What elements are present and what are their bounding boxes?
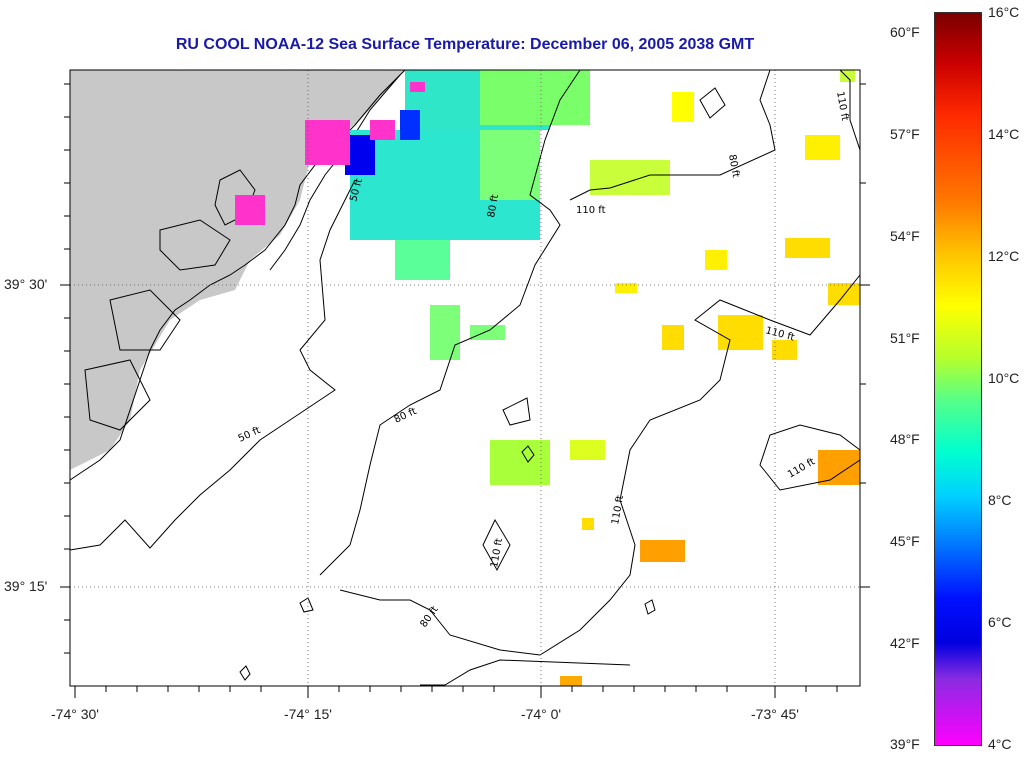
contour-label-80ft-d: 80 ft (726, 154, 741, 179)
contour-label-110ft-a: 110 ft (576, 205, 606, 216)
colorbar-c-12: 12°C (988, 248, 1020, 264)
map-frame (69, 69, 861, 687)
sst-cells (235, 70, 860, 686)
colorbar-f-54: 54°F (890, 228, 920, 244)
lon-label-73-45: -73° 45' (751, 706, 799, 722)
contour-label-110ft-f: 110 ft (834, 91, 850, 122)
graticule (70, 70, 860, 686)
colorbar-f-48: 48°F (890, 431, 920, 447)
map-title: RU COOL NOAA-12 Sea Surface Temperature:… (175, 36, 755, 53)
colorbar-c-8: 8°C (988, 492, 1012, 508)
contour-label-80ft-a: 80 ft (393, 406, 419, 426)
axis-ticks (60, 83, 870, 698)
contour-label-80ft-b: 80 ft (486, 194, 501, 219)
colorbar-f-45: 45°F (890, 533, 920, 549)
depth-contours (69, 69, 861, 686)
lon-label-74-30: -74° 30' (51, 706, 99, 722)
colorbar-f-51: 51°F (890, 330, 920, 346)
lon-label-74-00: -74° 0' (520, 706, 562, 722)
contour-label-80ft-c: 80 ft (418, 604, 440, 629)
lat-label-39-30: 39° 30' (4, 276, 48, 292)
colorbar-c-14: 14°C (988, 126, 1020, 142)
contour-label-110ft-d: 110 ft (489, 537, 505, 568)
colorbar-c-10: 10°C (988, 370, 1020, 386)
contour-label-110ft-c: 110 ft (610, 494, 626, 525)
colorbar-c-6: 6°C (988, 614, 1012, 630)
colorbar-f-39: 39°F (890, 736, 920, 752)
colorbar-f-42: 42°F (890, 635, 920, 651)
colorbar-c-16: 16°C (988, 4, 1020, 20)
lon-label-74-15: -74° 15' (284, 706, 332, 722)
colorbar-f-57: 57°F (890, 126, 920, 142)
contour-label-110ft-e: 110 ft (786, 456, 817, 480)
colorbar-c-4: 4°C (988, 736, 1012, 752)
lat-label-39-15: 39° 15' (4, 578, 48, 594)
colorbar (934, 12, 982, 746)
colorbar-f-60: 60°F (890, 24, 920, 40)
